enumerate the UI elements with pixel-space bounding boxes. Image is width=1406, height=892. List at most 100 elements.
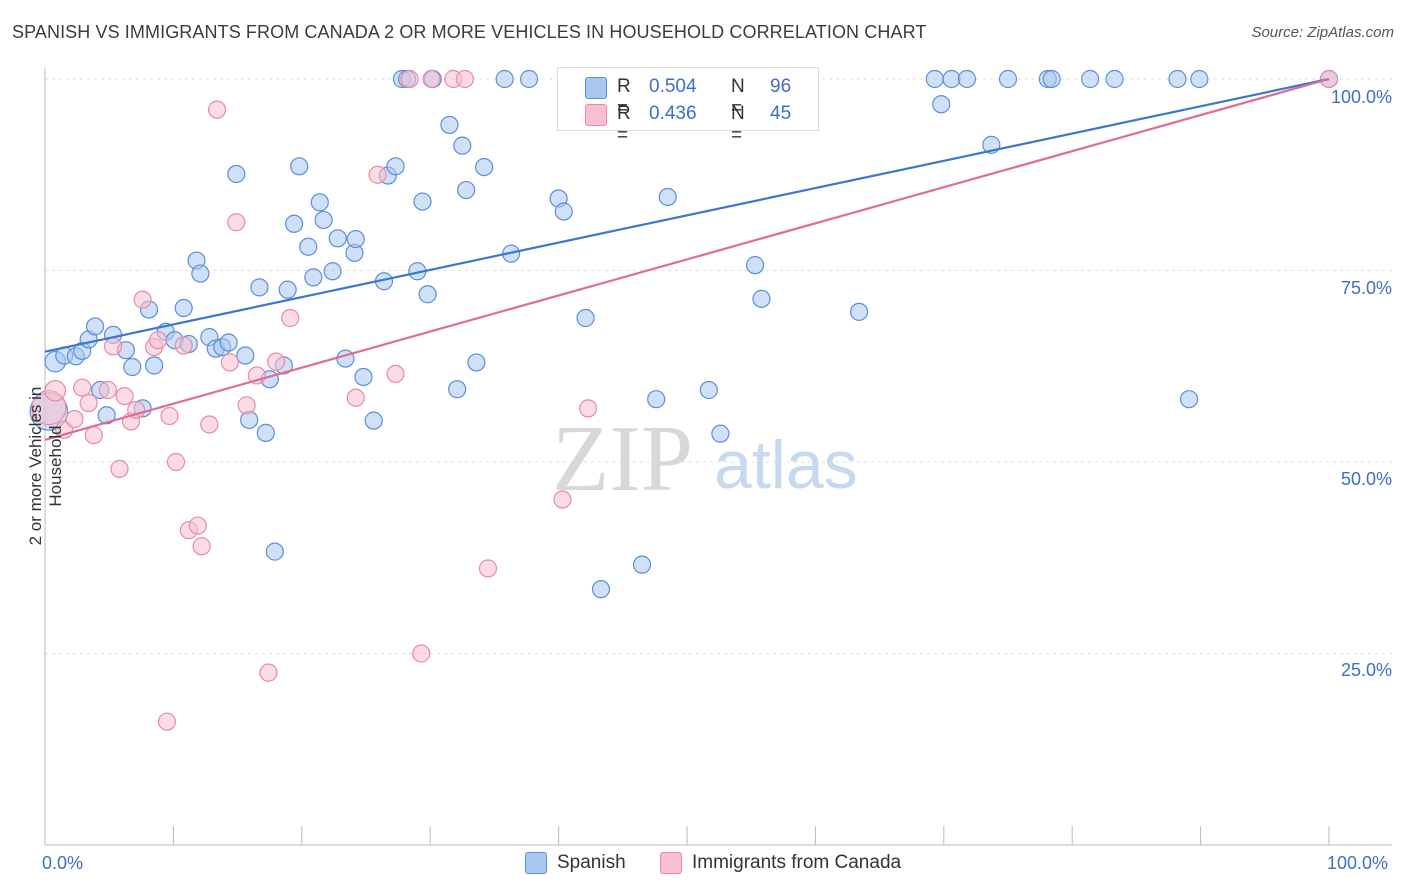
y-tick-label-75: 75.0% <box>1340 278 1392 298</box>
data-point-spanish-60 <box>467 353 486 372</box>
data-point-canada-22 <box>192 537 211 556</box>
data-point-canada-9 <box>110 459 129 478</box>
series-immigrants-from-canada <box>31 69 1339 731</box>
data-point-spanish-34 <box>284 214 304 233</box>
data-point-canada-34 <box>386 364 405 384</box>
data-point-spanish-14 <box>145 356 164 375</box>
data-point-canada-19 <box>174 336 193 355</box>
data-point-spanish-29 <box>256 423 275 442</box>
chart-title: SPANISH VS IMMIGRANTS FROM CANADA 2 OR M… <box>12 22 927 42</box>
data-point-spanish-44 <box>346 229 365 249</box>
data-point-canada-27 <box>237 396 256 415</box>
data-point-spanish-88 <box>1042 69 1061 89</box>
data-point-spanish-90 <box>1105 69 1124 89</box>
data-point-canada-35 <box>400 69 419 89</box>
legend-r-value: 0.504 <box>649 76 697 97</box>
trend-line-spanish <box>44 77 1330 353</box>
data-point-spanish-49 <box>386 157 405 176</box>
data-point-spanish-54 <box>418 285 437 304</box>
data-point-canada-42 <box>579 399 598 418</box>
data-point-spanish-46 <box>364 411 383 430</box>
data-point-spanish-59 <box>457 180 476 200</box>
x-tick-label-min: 0.0% <box>42 853 84 873</box>
bottom-legend-label-immigrants-from-canada: Immigrants from Canada <box>692 852 902 873</box>
data-point-spanish-93 <box>1190 69 1209 89</box>
data-point-spanish-62 <box>495 69 514 89</box>
legend-n-value: 96 <box>770 76 792 97</box>
data-point-spanish-84 <box>957 69 977 89</box>
data-point-spanish-75 <box>699 380 718 400</box>
data-point-canada-15 <box>148 331 168 350</box>
data-point-spanish-6 <box>85 317 105 336</box>
data-point-spanish-66 <box>554 202 573 221</box>
data-point-spanish-83 <box>942 69 961 89</box>
legend-n-label: N = <box>731 76 745 119</box>
data-point-spanish-81 <box>925 69 944 89</box>
legend-n-label: N = <box>731 103 745 146</box>
data-point-canada-7 <box>98 380 118 400</box>
data-point-spanish-58 <box>453 136 472 155</box>
watermark-atlas: atlas <box>714 427 858 503</box>
data-point-spanish-73 <box>658 187 677 207</box>
data-point-canada-1 <box>44 379 67 402</box>
trend-lines <box>44 77 1330 441</box>
data-point-spanish-91 <box>1168 69 1187 89</box>
data-point-spanish-11 <box>123 357 142 377</box>
data-point-canada-32 <box>346 388 365 407</box>
data-point-canada-18 <box>166 452 186 472</box>
data-point-canada-16 <box>157 712 177 731</box>
data-point-spanish-33 <box>278 280 297 299</box>
data-point-spanish-35 <box>290 157 309 176</box>
data-point-canada-23 <box>200 415 219 434</box>
legend-r-value: 0.436 <box>649 103 697 124</box>
data-point-spanish-28 <box>250 278 269 297</box>
data-point-canada-8 <box>103 337 123 356</box>
data-point-canada-21 <box>188 516 207 535</box>
data-point-canada-41 <box>553 490 572 509</box>
data-point-spanish-53 <box>413 192 432 211</box>
data-point-canada-37 <box>422 69 441 89</box>
trend-line-immigrants-from-canada <box>44 77 1330 441</box>
data-point-spanish-45 <box>354 367 373 387</box>
data-point-canada-4 <box>73 378 92 397</box>
data-point-spanish-72 <box>647 390 666 409</box>
legend-n-value: 45 <box>770 103 792 124</box>
y-tick-label-50: 50.0% <box>1340 469 1392 489</box>
data-point-spanish-38 <box>310 193 329 212</box>
data-point-canada-31 <box>281 308 300 328</box>
data-point-spanish-57 <box>448 380 467 399</box>
data-point-canada-10 <box>115 387 134 406</box>
data-point-spanish-80 <box>849 302 869 321</box>
legend-swatch-spanish <box>585 77 607 99</box>
data-point-spanish-82 <box>932 95 951 114</box>
data-point-spanish-78 <box>752 289 771 308</box>
data-point-spanish-92 <box>1179 390 1199 409</box>
source-credit: Source: ZipAtlas.com <box>1251 24 1394 41</box>
data-point-spanish-67 <box>576 308 595 328</box>
legend-swatch-immigrants-from-canada <box>585 104 607 126</box>
gridlines <box>45 78 1392 654</box>
data-point-canada-26 <box>227 213 246 232</box>
x-tick-label-max: 100.0% <box>1327 853 1389 873</box>
bottom-legend-label-spanish: Spanish <box>557 852 626 873</box>
data-point-canada-36 <box>412 644 431 663</box>
data-point-canada-12 <box>127 400 146 420</box>
data-point-spanish-25 <box>227 164 246 184</box>
data-point-spanish-8 <box>97 406 116 425</box>
data-point-spanish-20 <box>191 264 210 283</box>
data-point-canada-40 <box>478 559 498 578</box>
data-point-spanish-41 <box>328 229 347 248</box>
data-point-spanish-86 <box>998 69 1018 89</box>
legend-r-label: R = <box>617 76 631 119</box>
legend-r-label: R = <box>617 103 631 146</box>
series-spanish <box>29 69 1339 599</box>
data-point-canada-17 <box>160 406 179 426</box>
data-point-spanish-36 <box>299 237 318 256</box>
data-point-spanish-56 <box>440 115 459 135</box>
data-point-spanish-37 <box>304 268 323 287</box>
data-point-spanish-71 <box>632 555 652 574</box>
data-point-spanish-68 <box>591 580 611 599</box>
data-point-spanish-64 <box>519 69 539 89</box>
data-point-canada-24 <box>207 100 227 119</box>
